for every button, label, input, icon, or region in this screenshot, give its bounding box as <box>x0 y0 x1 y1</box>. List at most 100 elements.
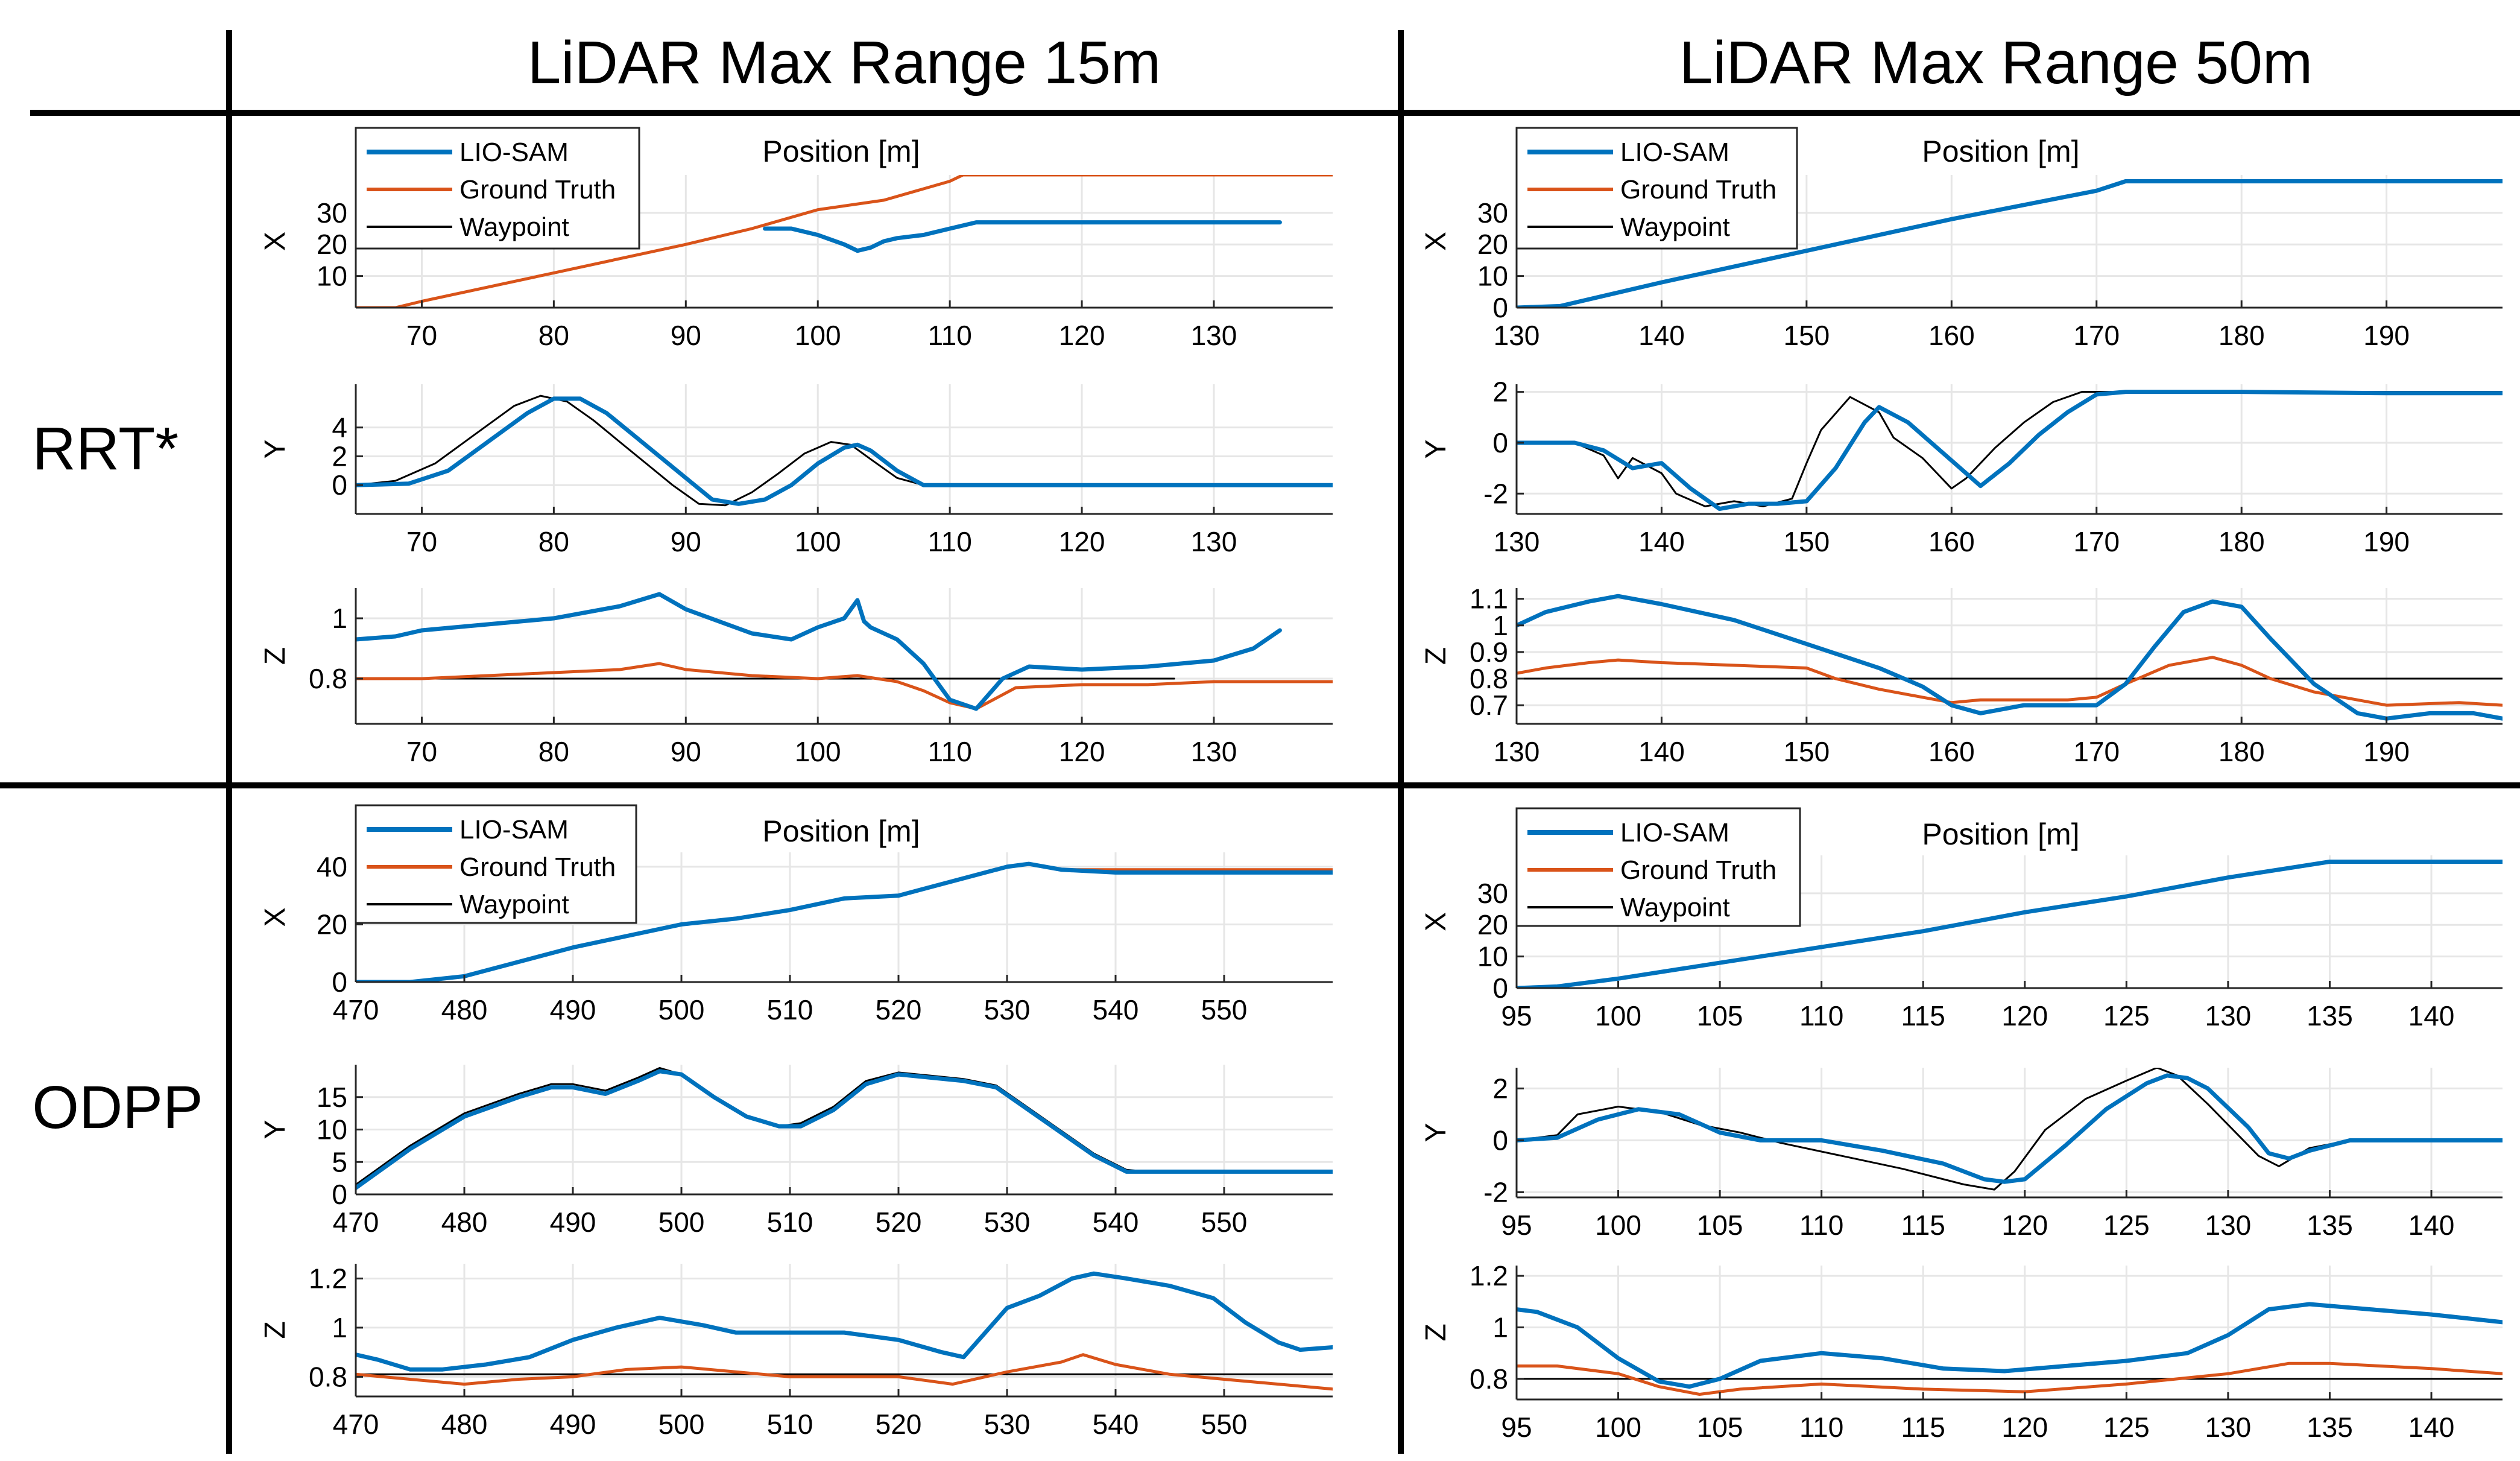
x-tick-label: 490 <box>550 1409 596 1440</box>
plot-area <box>1517 1266 2503 1399</box>
x-tick-label: 480 <box>441 1206 488 1238</box>
column-title-50m: LiDAR Max Range 50m <box>1679 29 2313 97</box>
y-axis-label: X <box>1420 912 1452 931</box>
x-tick-label: 170 <box>2073 526 2120 557</box>
series-group <box>356 861 1333 982</box>
x-tick-label: 135 <box>2307 1000 2353 1032</box>
x-tick-label: 125 <box>2103 1000 2150 1032</box>
series-line-lio-sam <box>356 396 1333 506</box>
series-line-ground-truth <box>356 1353 1333 1391</box>
series-group <box>1517 1068 2503 1191</box>
x-tick-label: 95 <box>1501 1412 1532 1443</box>
x-tick-label: 550 <box>1201 994 1248 1025</box>
x-tick-label: 130 <box>1494 736 1540 767</box>
x-tick-label: 120 <box>2001 1000 2048 1032</box>
x-tick-label: 140 <box>2408 1209 2455 1241</box>
y-tick-label: 5 <box>332 1146 347 1177</box>
y-tick-label: 1 <box>1492 1311 1508 1343</box>
y-tick-label: 0.9 <box>1470 636 1508 668</box>
y-tick-label: 0 <box>1492 972 1508 1004</box>
series-group <box>356 1271 1333 1391</box>
x-tick-label: 540 <box>1093 1409 1139 1440</box>
subplot-z: 70 80 90 100 110 120 130 0.8 1 Z <box>259 588 1333 767</box>
x-tick-label: 130 <box>1494 526 1540 557</box>
x-tick-label: 150 <box>1784 320 1830 351</box>
y-tick-label: 15 <box>317 1082 347 1113</box>
y-axis-label: X <box>1420 232 1452 251</box>
x-tick-label: 80 <box>538 320 569 351</box>
x-tick-label: 490 <box>550 1206 596 1238</box>
x-tick-label: 150 <box>1784 526 1830 557</box>
legend: LIO-SAM Ground Truth Waypoint <box>355 804 637 924</box>
x-tick-label: 115 <box>1901 1209 1945 1241</box>
legend-label-waypoint: Waypoint <box>459 212 569 242</box>
y-tick-label: 0 <box>332 1179 347 1210</box>
x-tick-label: 100 <box>795 526 841 557</box>
x-tick-label: 500 <box>658 1206 705 1238</box>
y-tick-label: 1 <box>332 603 347 634</box>
x-tick-label: 470 <box>333 1409 379 1440</box>
subplot-y: 95 100 105 110 115 120 125 130 135 140 -2 0 2 Y <box>1420 1068 2503 1241</box>
y-tick-label: 10 <box>1477 261 1508 292</box>
y-tick-label: 30 <box>1477 878 1508 909</box>
x-tick-label: 140 <box>2408 1000 2455 1032</box>
x-tick-label: 490 <box>550 994 596 1025</box>
series-line-lio-sam <box>1517 179 2503 308</box>
y-tick-label: -2 <box>1483 478 1508 509</box>
legend: LIO-SAM Ground Truth Waypoint <box>1515 127 1798 250</box>
x-tick-label: 100 <box>795 736 841 767</box>
y-tick-label: 1 <box>332 1312 347 1343</box>
y-axis-label: X <box>259 232 291 251</box>
subplot-z: 470 480 490 500 510 520 530 540 550 0.8 1 1.2 Z <box>259 1263 1333 1440</box>
x-tick-label: 100 <box>1595 1000 1641 1032</box>
x-tick-label: 130 <box>2205 1209 2252 1241</box>
x-tick-label: 520 <box>876 1206 922 1238</box>
x-tick-label: 130 <box>1191 736 1237 767</box>
subplot-z: 130 140 150 160 170 180 190 0.70.80.911.1 Z <box>1420 583 2503 767</box>
y-tick-label: -2 <box>1483 1176 1508 1208</box>
x-tick-label: 130 <box>1494 320 1540 351</box>
row-title-rrt: RRT* <box>33 415 179 483</box>
y-tick-label: 0 <box>332 966 347 998</box>
x-tick-label: 125 <box>2103 1412 2150 1443</box>
x-tick-label: 125 <box>2103 1209 2150 1241</box>
x-tick-label: 90 <box>671 320 701 351</box>
x-tick-label: 140 <box>1638 736 1685 767</box>
column-title-15m: LiDAR Max Range 15m <box>528 29 1161 97</box>
x-tick-label: 180 <box>2218 736 2265 767</box>
x-tick-label: 530 <box>984 994 1031 1025</box>
x-tick-label: 510 <box>767 1206 813 1238</box>
legend: LIO-SAM Ground Truth Waypoint <box>1515 807 1801 927</box>
x-tick-label: 520 <box>876 1409 922 1440</box>
plot-area <box>1517 384 2503 514</box>
series-line-lio-sam <box>1517 1073 2503 1184</box>
x-tick-label: 190 <box>2363 526 2410 557</box>
x-tick-label: 120 <box>2001 1412 2048 1443</box>
x-tick-label: 540 <box>1093 1206 1139 1238</box>
y-tick-label: 2 <box>332 440 347 472</box>
x-tick-label: 480 <box>441 994 488 1025</box>
x-tick-label: 90 <box>671 736 701 767</box>
y-tick-label: 10 <box>1477 941 1508 972</box>
x-tick-label: 100 <box>795 320 841 351</box>
y-axis-label: Y <box>1420 439 1452 458</box>
x-tick-label: 100 <box>1595 1412 1641 1443</box>
series-line-lio-sam <box>356 1069 1333 1190</box>
x-tick-label: 100 <box>1595 1209 1641 1241</box>
legend: LIO-SAM Ground Truth Waypoint <box>355 127 640 250</box>
y-tick-label: 1.1 <box>1470 583 1508 615</box>
y-tick-label: 0 <box>1492 292 1508 323</box>
x-tick-label: 530 <box>984 1206 1031 1238</box>
legend-label-ground-truth: Ground Truth <box>1620 855 1776 885</box>
series-group <box>1517 594 2503 721</box>
series-line-lio-sam <box>356 1271 1333 1372</box>
x-tick-label: 70 <box>406 736 437 767</box>
x-tick-label: 135 <box>2307 1412 2353 1443</box>
x-tick-label: 160 <box>1928 320 1975 351</box>
series-group <box>1517 390 2503 512</box>
series-line-lio-sam <box>356 592 1282 711</box>
